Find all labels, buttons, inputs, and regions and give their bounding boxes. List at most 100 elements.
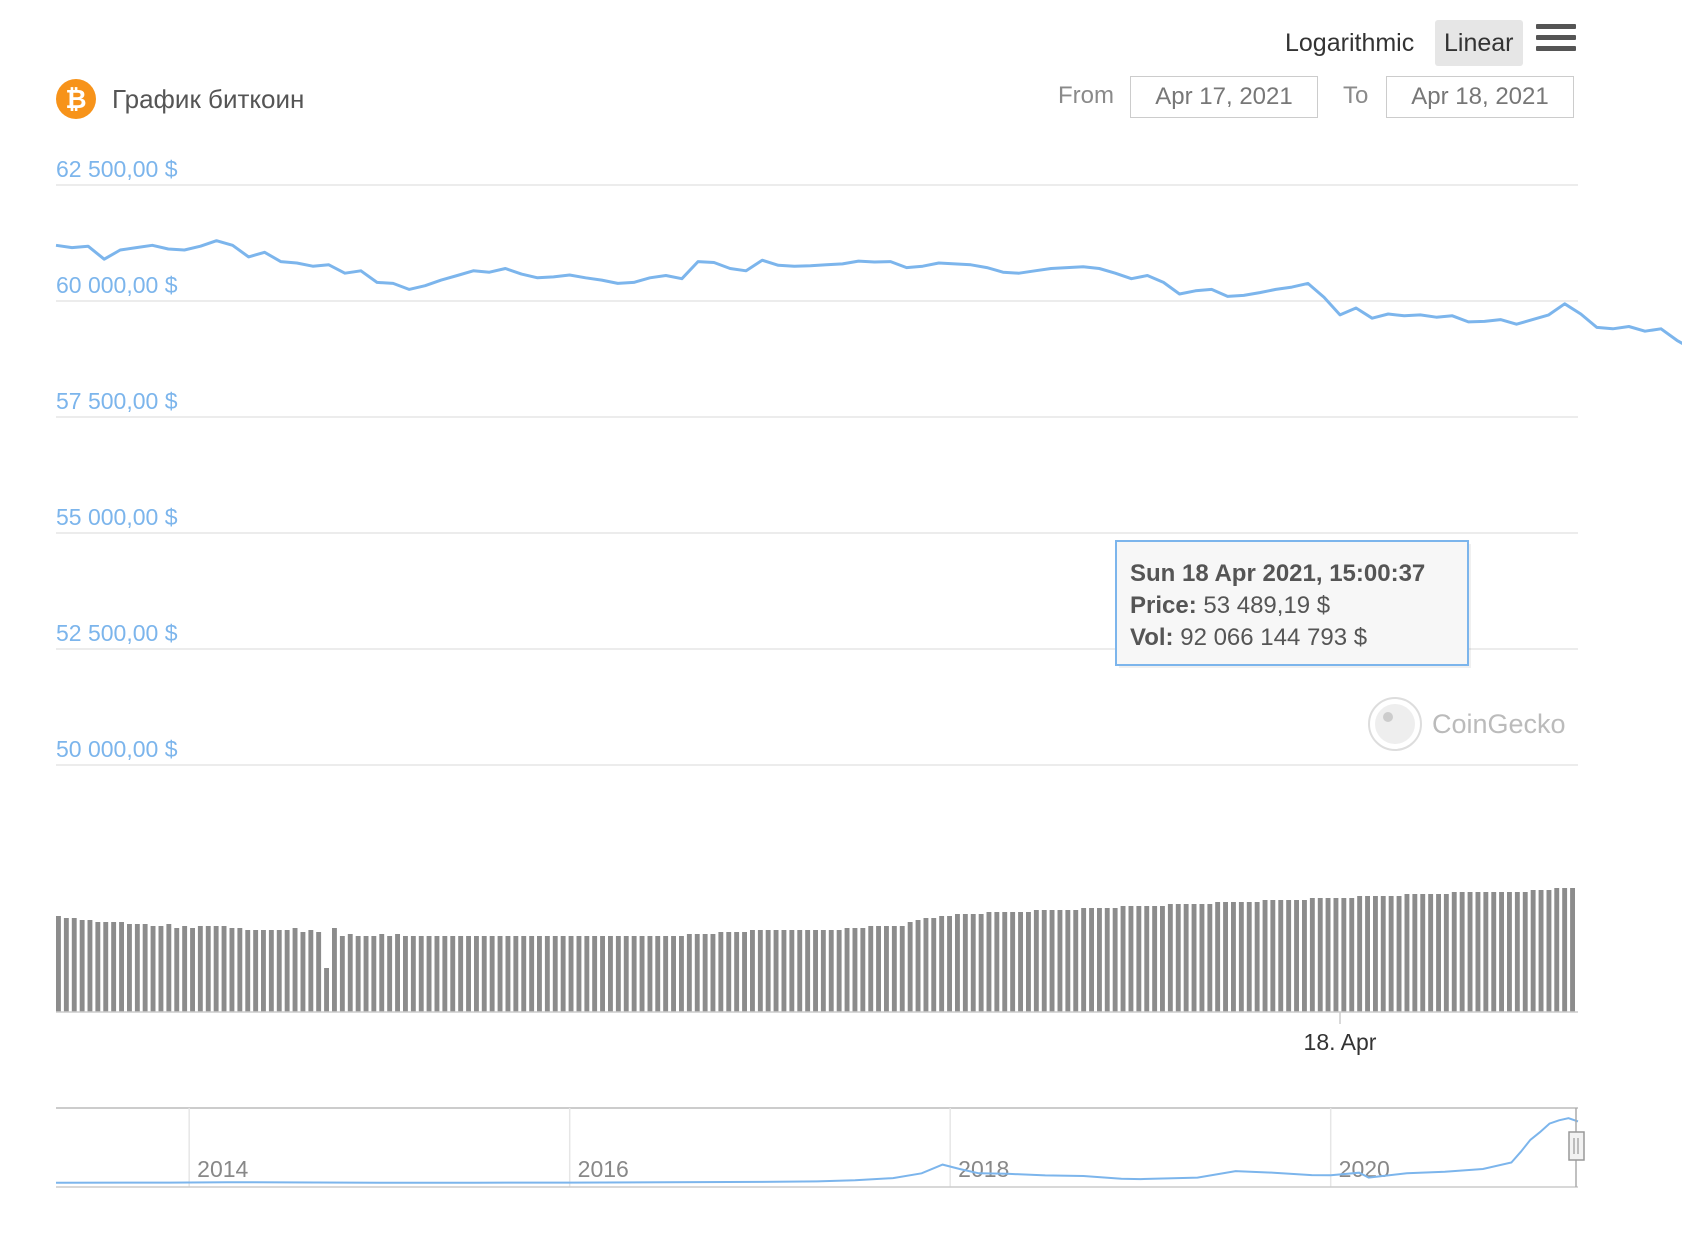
volume-bar [174, 928, 180, 1012]
volume-bar [1199, 904, 1205, 1012]
volume-bar [1357, 896, 1363, 1012]
volume-bar [939, 916, 945, 1012]
volume-bar [284, 930, 290, 1012]
volume-bar [481, 936, 487, 1012]
tooltip-date: Sun 18 Apr 2021, 15:00:37 [1130, 560, 1425, 587]
navigator[interactable]: 2014 2016 2018 2020 [55, 1107, 1585, 1188]
y-tick-label: 55 000,00 $ [56, 504, 178, 530]
volume-bar [434, 936, 440, 1012]
volume-bar [931, 918, 937, 1012]
volume-bar [1475, 892, 1481, 1012]
volume-bar [1057, 910, 1063, 1012]
volume-bar [655, 936, 661, 1012]
volume-bar [79, 920, 85, 1012]
volume-bar [521, 936, 527, 1012]
volume-bar [1175, 904, 1181, 1012]
volume-bar [1325, 898, 1331, 1012]
volume-bar [229, 928, 235, 1012]
volume-bar [1246, 902, 1252, 1012]
volume-bar [813, 930, 818, 1012]
volume-bar [1049, 910, 1055, 1012]
volume-bar [268, 930, 274, 1012]
volume-bar [1294, 900, 1299, 1012]
volume-bar [1254, 902, 1260, 1012]
volume-bar [56, 916, 61, 1012]
navigator-year-label: 2018 [958, 1156, 1009, 1182]
volume-bar [355, 936, 361, 1012]
volume-bar [734, 932, 740, 1012]
volume-bar [844, 928, 850, 1012]
volume-bar [418, 936, 424, 1012]
volume-bar [608, 936, 613, 1012]
navigator-year-label: 2014 [197, 1156, 248, 1182]
volume-bar [1207, 904, 1213, 1012]
tooltip: Sun 18 Apr 2021, 15:00:37 Price: 53 489,1… [1115, 540, 1471, 668]
volume-bar [978, 914, 984, 1012]
volume-bar [891, 926, 897, 1012]
volume-bar [308, 930, 314, 1012]
volume-bars [56, 888, 1575, 1012]
volume-bar [915, 920, 921, 1012]
volume-bar [552, 936, 558, 1012]
volume-bar [466, 936, 471, 1012]
chart-title: График биткоин [112, 83, 305, 114]
volume-bar [923, 918, 929, 1012]
volume-bar [261, 930, 266, 1012]
volume-bar [726, 932, 732, 1012]
volume-bar [781, 930, 787, 1012]
volume-bar [1231, 902, 1236, 1012]
hamburger-menu-icon[interactable] [1536, 24, 1576, 60]
volume-bar [276, 930, 282, 1012]
to-label: To [1343, 82, 1369, 109]
volume-bar [150, 926, 156, 1012]
volume-bar [986, 912, 992, 1012]
volume-bar [718, 932, 724, 1012]
volume-bar [1309, 898, 1315, 1012]
volume-bar [623, 936, 629, 1012]
volume-bar [1120, 906, 1126, 1012]
volume-bar [513, 936, 519, 1012]
volume-bar [1112, 908, 1118, 1012]
volume-bar [1097, 908, 1102, 1012]
price-series-line [55, 239, 1682, 346]
volume-bar [797, 930, 803, 1012]
navigator-handle[interactable] [1568, 1131, 1585, 1161]
from-date-input[interactable] [1130, 76, 1318, 118]
volume-bar [671, 936, 676, 1012]
navigator-year-label: 2016 [578, 1156, 629, 1182]
volume-bar [1160, 906, 1165, 1012]
to-date-input[interactable] [1386, 76, 1574, 118]
volume-bar [1467, 892, 1473, 1012]
volume-bar [1010, 912, 1016, 1012]
volume-bar [1104, 908, 1110, 1012]
volume-bar [1167, 904, 1173, 1012]
volume-bar [403, 936, 408, 1012]
volume-bar [119, 922, 124, 1012]
volume-bar [1026, 912, 1031, 1012]
logarithmic-scale-button[interactable]: Logarithmic [1285, 29, 1415, 57]
navigator-series-line [55, 1117, 1579, 1184]
volume-bar [1191, 904, 1197, 1012]
volume-bar [1365, 896, 1370, 1012]
linear-scale-button[interactable]: Linear [1435, 20, 1523, 66]
volume-bar [1538, 890, 1544, 1012]
volume-bar [947, 916, 952, 1012]
volume-bar [1436, 894, 1441, 1012]
volume-bar [1349, 898, 1355, 1012]
volume-bar [1388, 896, 1394, 1012]
volume-bar [1302, 900, 1307, 1012]
y-axis-labels: 62 500,00 $ 60 000,00 $ 57 500,00 $ 55 000,… [56, 156, 178, 762]
volume-bar [1412, 894, 1418, 1012]
volume-bar [158, 926, 164, 1012]
volume-bar [63, 918, 69, 1012]
volume-bar [702, 934, 708, 1012]
x-tick-label: 18. Apr [1304, 1029, 1377, 1055]
volume-bar [663, 936, 669, 1012]
volume-bar [1562, 888, 1568, 1012]
volume-bar [1278, 900, 1284, 1012]
volume-bar [836, 930, 842, 1012]
volume-bar [773, 930, 779, 1012]
volume-bar [1152, 906, 1158, 1012]
volume-bar [1089, 908, 1094, 1012]
